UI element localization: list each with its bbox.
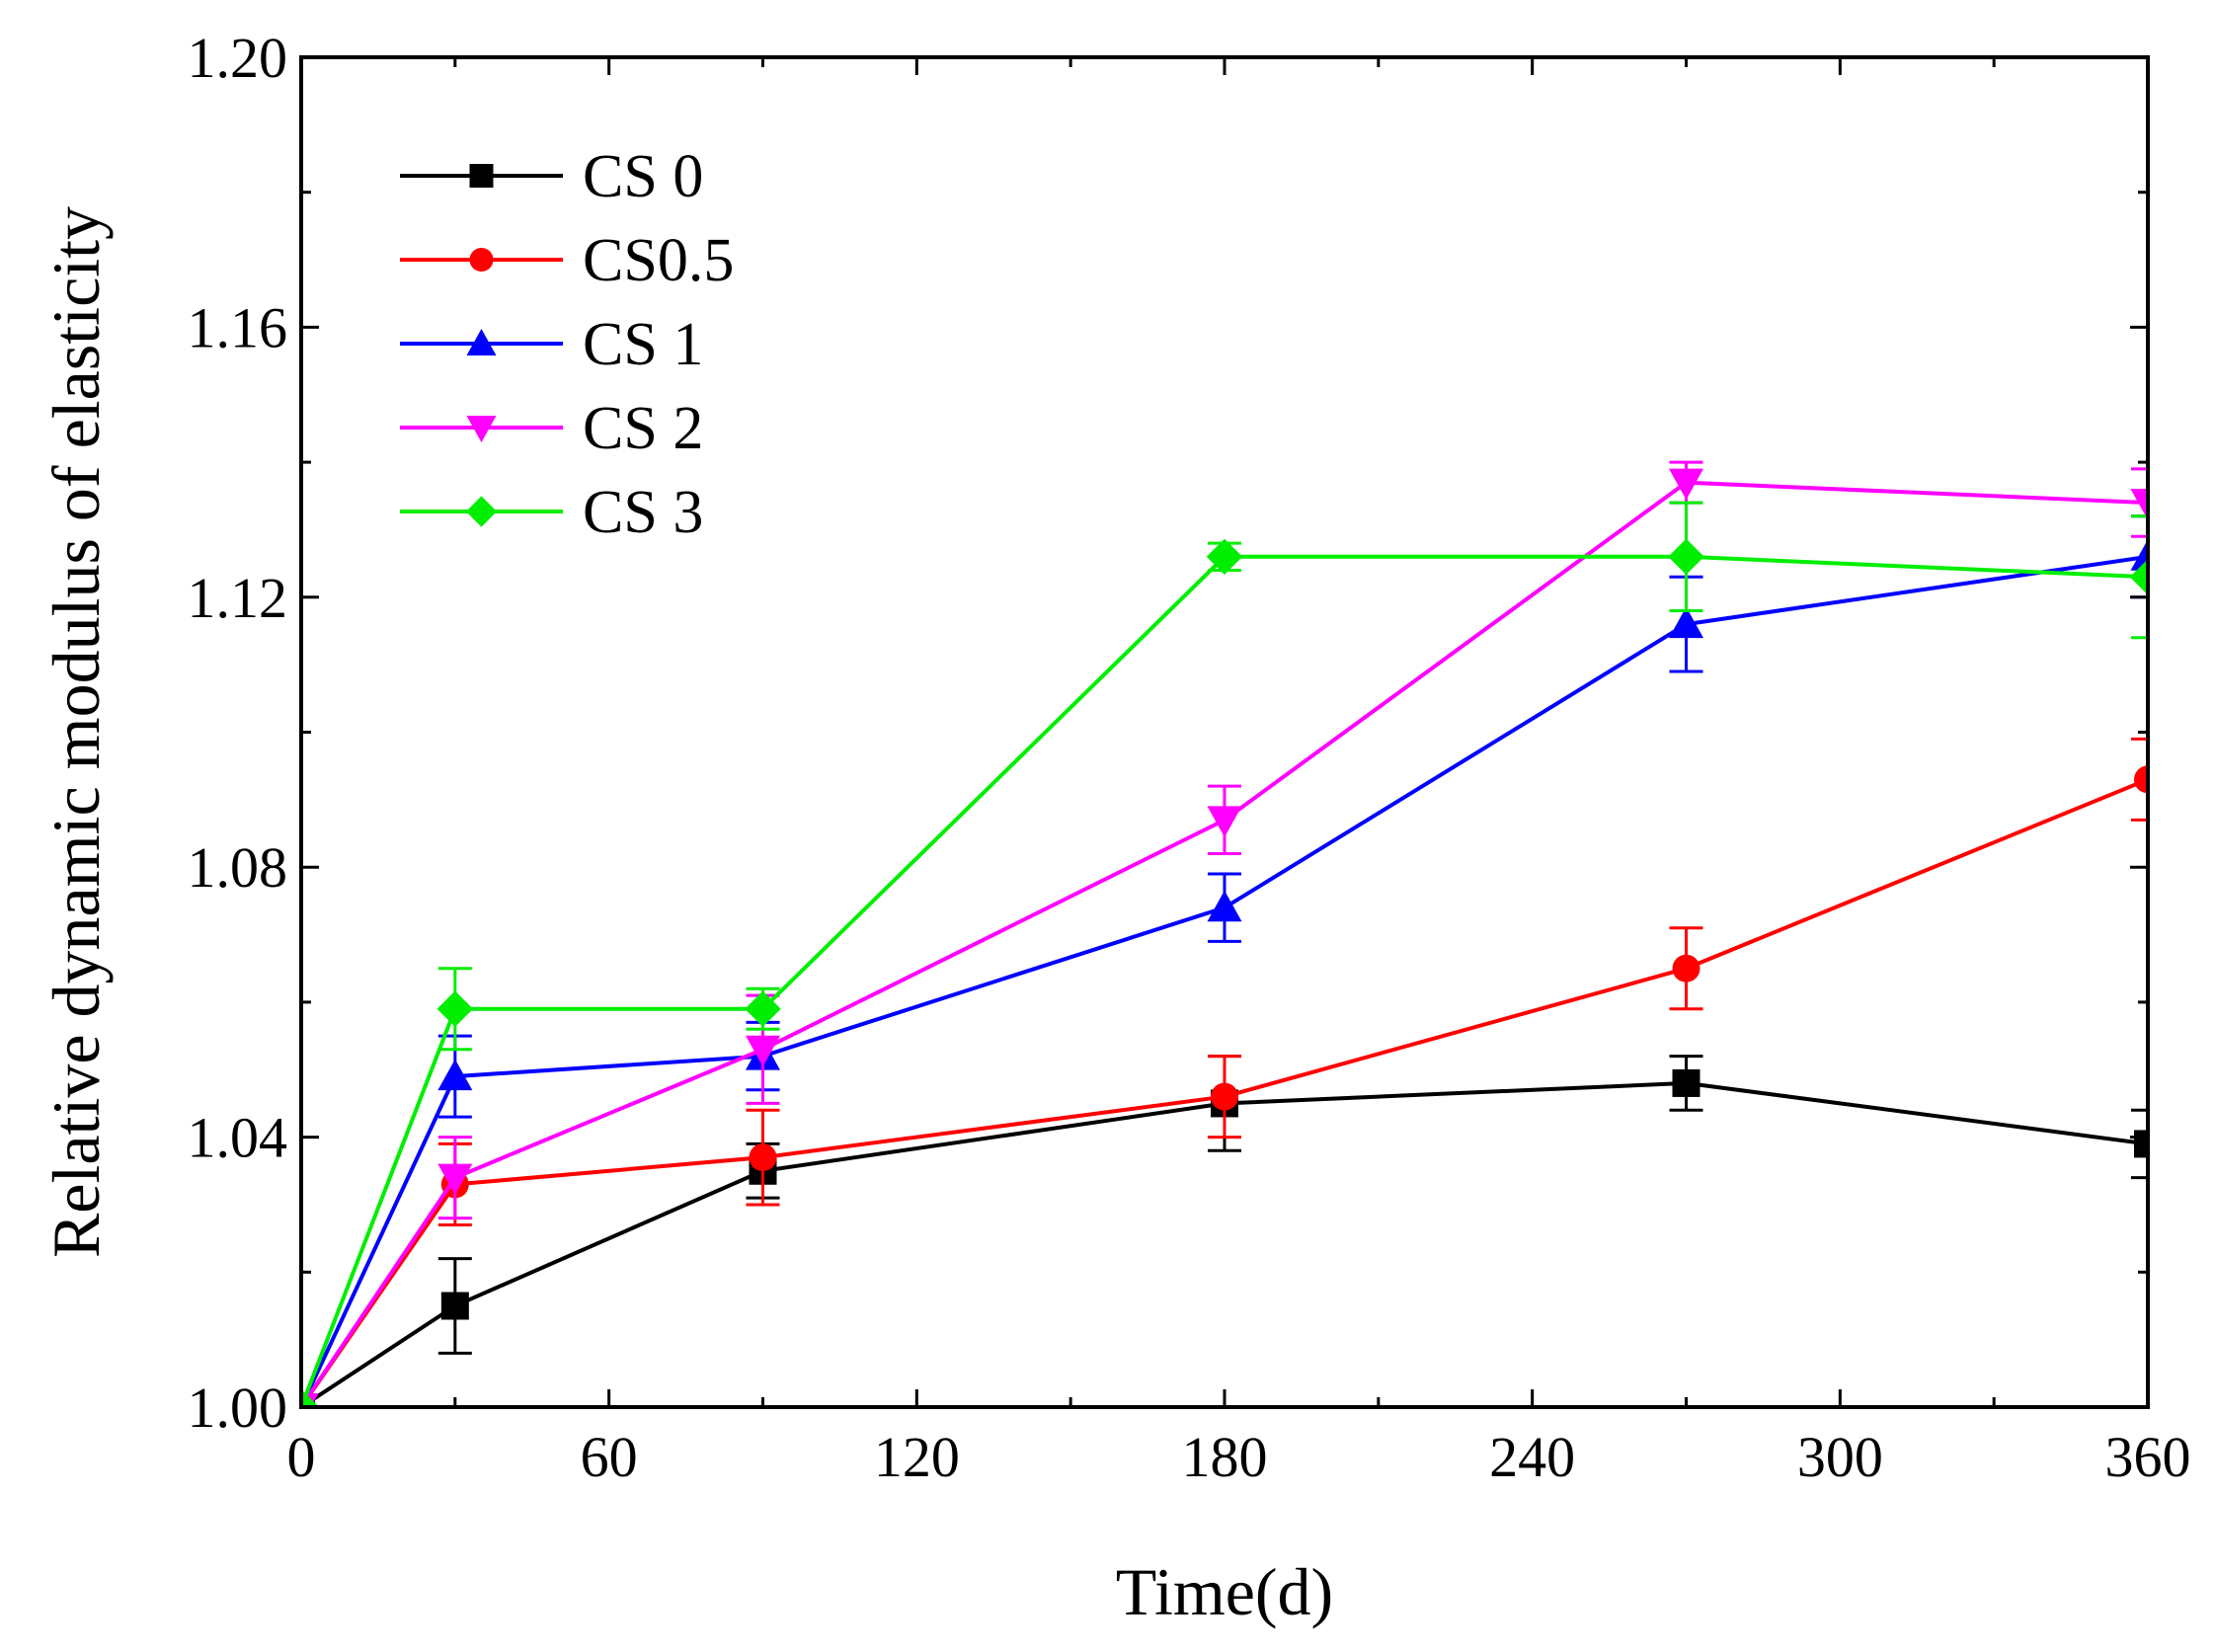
data-point: [437, 1163, 473, 1196]
data-point: [749, 1143, 777, 1172]
legend-label: CS0.5: [583, 227, 734, 294]
y-tick-label: 1.00: [188, 1376, 288, 1440]
plot-frame: [299, 55, 2150, 1409]
data-point: [1206, 538, 1243, 575]
x-tick-label: 300: [1797, 1425, 1883, 1489]
legend-item: CS 3: [400, 479, 703, 546]
y-tick-label: 1.08: [188, 835, 288, 900]
legend: CS 0 CS0.5 CS 1 CS 2 CS 3: [400, 143, 734, 546]
x-tick-label: 120: [874, 1425, 960, 1489]
series-line: [301, 554, 2148, 1407]
legend-item: CS 0: [400, 143, 703, 210]
data-point: [2130, 489, 2148, 520]
legend-item: CS 2: [400, 395, 703, 462]
data-point: [1672, 954, 1701, 983]
series-line: [301, 554, 2148, 1407]
data-point: [746, 1035, 780, 1067]
series-line: [301, 777, 2148, 1407]
data-point: [1207, 890, 1242, 922]
x-axis-title: Time(d): [1116, 1554, 1333, 1629]
y-tick-label: 1.20: [188, 26, 288, 90]
data-point: [745, 990, 781, 1027]
data-point: [1669, 606, 1703, 639]
legend-marker: [465, 496, 498, 527]
data-point: [2134, 765, 2148, 794]
x-tick-label: 240: [1489, 1425, 1575, 1489]
data-point: [436, 990, 474, 1027]
series-cs-1: [301, 514, 2148, 1407]
legend-label: CS 2: [583, 395, 703, 462]
series-line: [301, 480, 2148, 1407]
y-tick-label: 1.12: [188, 566, 288, 630]
y-axis-title: Relative dynamic modulus of elasticity: [39, 206, 114, 1258]
x-tick-label: 60: [581, 1425, 638, 1489]
data-point: [301, 1388, 320, 1407]
data-point: [1668, 538, 1704, 575]
legend-marker: [469, 164, 494, 188]
data-point: [2130, 539, 2148, 571]
data-point: [440, 1292, 469, 1320]
series-cs-2: [301, 460, 2148, 1407]
data-point: [2129, 559, 2148, 595]
legend-label: CS 3: [583, 479, 703, 546]
x-tick-label: 360: [2105, 1425, 2191, 1489]
legend-marker: [466, 329, 497, 355]
data-point: [1207, 806, 1242, 837]
x-tick-label: 0: [287, 1425, 316, 1489]
series-line: [301, 1080, 2148, 1407]
legend-label: CS 1: [583, 311, 703, 378]
data-point: [1211, 1082, 1238, 1111]
legend-item: CS0.5: [400, 227, 734, 294]
series-cs-3: [301, 501, 2148, 1407]
plot-marks: [301, 460, 2148, 1407]
legend-item: CS 1: [400, 311, 703, 378]
legend-marker: [466, 416, 497, 442]
legend-marker: [469, 248, 494, 272]
data-point: [1669, 468, 1703, 501]
data-point: [437, 1059, 473, 1091]
data-point: [1672, 1068, 1701, 1097]
legend-label: CS 0: [583, 143, 703, 210]
y-tick-label: 1.04: [188, 1106, 288, 1170]
x-tick-label: 180: [1182, 1425, 1268, 1489]
y-tick-label: 1.16: [188, 295, 288, 359]
axes-layer: 0 60 120 180 240 300 360 1.00 1.04 1.08 1.12 1.16 1.…: [188, 26, 2191, 1489]
